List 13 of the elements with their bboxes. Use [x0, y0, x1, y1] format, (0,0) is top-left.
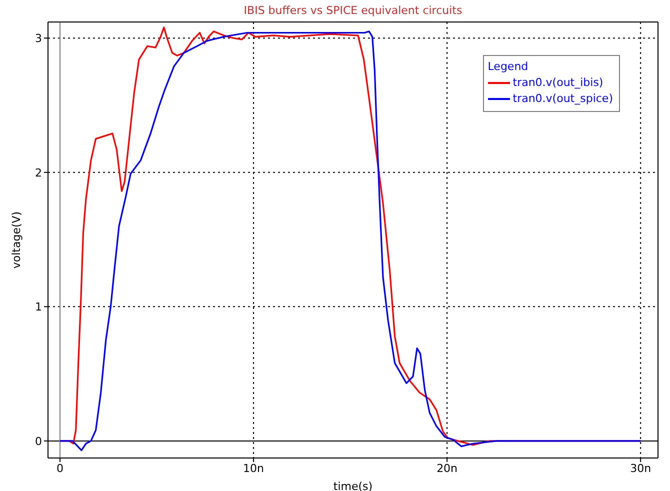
y-tick-label: 3 — [35, 32, 42, 46]
y-tick-label: 0 — [35, 434, 42, 448]
chart-title: IBIS buffers vs SPICE equivalent circuits — [242, 4, 464, 17]
legend-label: tran0.v(out_ibis) — [512, 75, 604, 91]
legend-label: tran0.v(out_spice) — [512, 91, 613, 107]
x-tick-label: 0 — [56, 462, 64, 475]
x-tick-label: 20n — [436, 462, 458, 475]
x-tick-label: 10n — [243, 462, 264, 475]
y-tick-label: 2 — [35, 166, 42, 180]
x-tick-label: 30n — [630, 462, 652, 475]
legend-title: Legend — [488, 59, 530, 75]
y-axis-title: voltage(V) — [10, 211, 23, 269]
y-tick-label: 1 — [35, 300, 42, 314]
